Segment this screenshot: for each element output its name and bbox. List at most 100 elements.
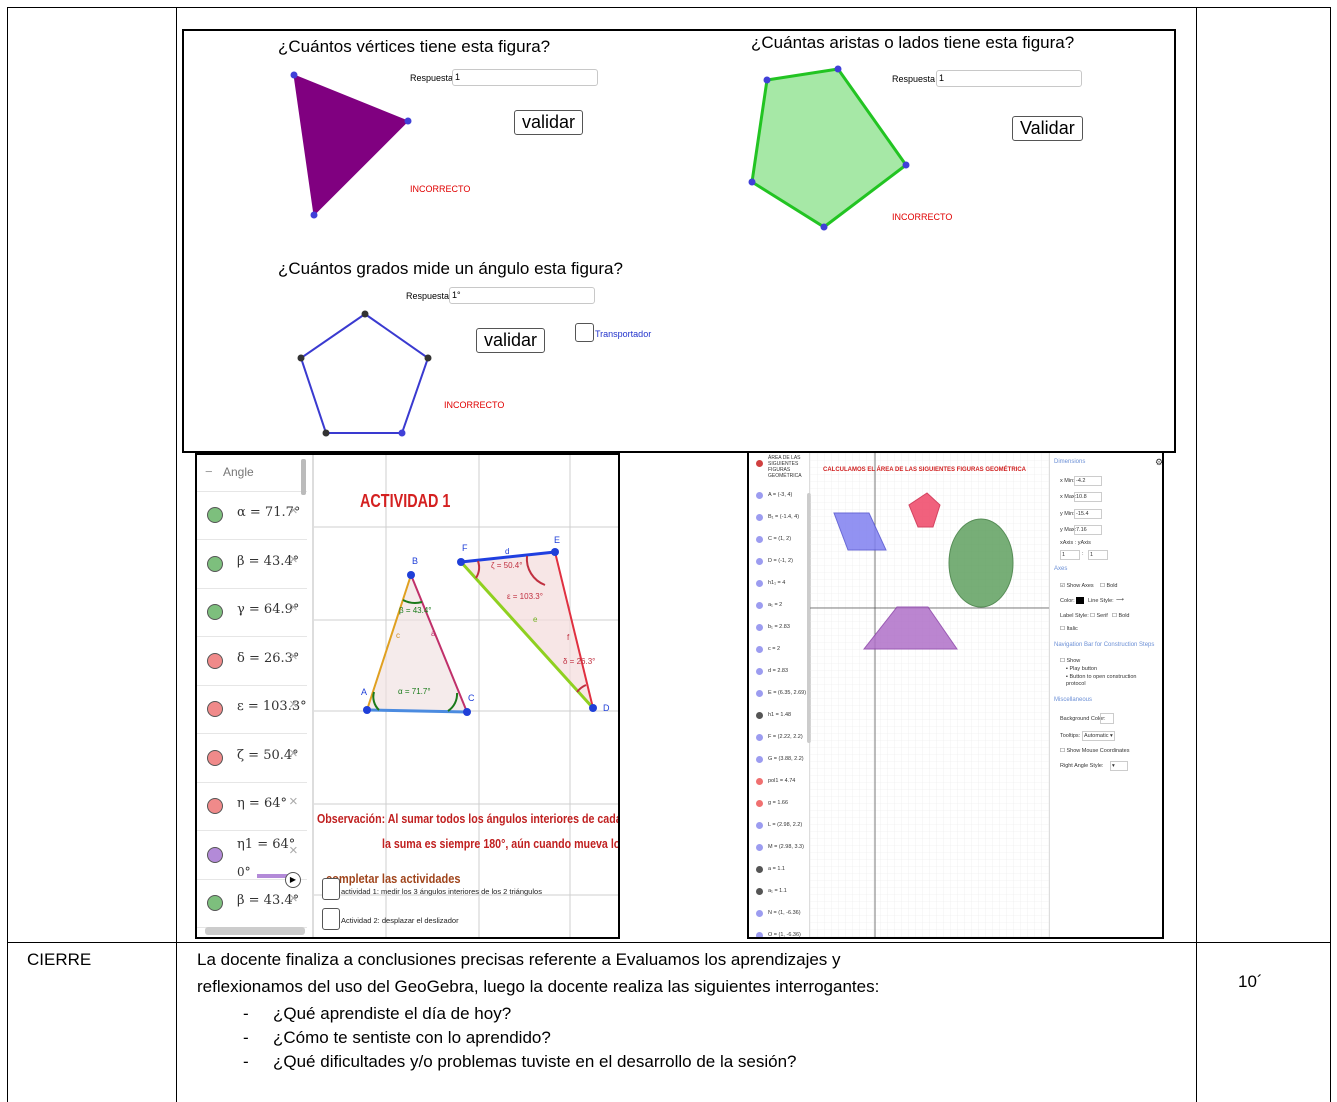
xmin-input[interactable]: -4.2 [1074, 476, 1102, 486]
answer-input-3[interactable]: 1° [449, 287, 595, 304]
algebra-angle-row[interactable]: η1 = 64° × [197, 831, 307, 880]
delete-icon[interactable]: × [289, 841, 298, 859]
show-mouse-checkbox[interactable]: ☐ Show Mouse Coordinates [1060, 748, 1130, 754]
algebra-object[interactable]: pol1 = 4.74 [768, 778, 796, 784]
visibility-toggle-icon[interactable] [207, 701, 223, 717]
color-swatch[interactable] [1076, 597, 1084, 604]
settings-gear-icon[interactable]: ⚙ [1155, 457, 1164, 467]
algebra-angle-row[interactable]: δ = 26.3° × [197, 637, 307, 686]
algebra-object[interactable]: b₁ = 2.83 [768, 624, 790, 630]
delete-icon[interactable]: × [289, 744, 298, 762]
bg-color-swatch[interactable] [1100, 713, 1114, 724]
algebra-object[interactable]: a = 1.1 [768, 866, 785, 872]
object-visibility-icon[interactable] [756, 822, 763, 829]
algebra-object[interactable]: a₁ = 2 [768, 602, 783, 608]
object-visibility-icon[interactable] [756, 866, 763, 873]
object-visibility-icon[interactable] [756, 492, 763, 499]
visibility-toggle-icon[interactable] [207, 749, 223, 766]
visibility-toggle-icon[interactable] [207, 895, 223, 911]
algebra-object[interactable]: c = 2 [768, 646, 781, 652]
visibility-toggle-icon[interactable] [207, 846, 223, 863]
answer-input-1[interactable]: 1 [452, 69, 598, 86]
axis-ratio-y[interactable]: 1 [1088, 550, 1108, 560]
object-visibility-icon[interactable] [756, 888, 763, 895]
ymax-input[interactable]: 7.16 [1074, 525, 1102, 535]
slider-track[interactable] [257, 874, 299, 878]
play-icon[interactable]: ▶ [285, 872, 301, 888]
algebra-record-icon[interactable] [756, 460, 763, 467]
object-visibility-icon[interactable] [756, 580, 763, 587]
area-algebra-scrollbar[interactable] [807, 493, 811, 743]
bold-checkbox[interactable]: ☐ Bold [1100, 583, 1118, 589]
algebra-object[interactable]: a₁ = 1.1 [768, 888, 787, 894]
delete-icon[interactable]: × [289, 793, 298, 810]
object-visibility-icon[interactable] [756, 514, 763, 521]
italic-checkbox[interactable]: ☐ Italic [1060, 626, 1078, 632]
algebra-object[interactable]: E = (6.35, 2.69) [768, 690, 807, 696]
object-visibility-icon[interactable] [756, 844, 763, 851]
show-axes-checkbox[interactable]: ☑ Show Axes [1060, 583, 1094, 589]
algebra-angle-row[interactable]: β = 43.4° × [197, 540, 307, 589]
algebra-object[interactable]: B₁ = (-1.4, 4) [768, 514, 800, 520]
open-protocol-checkbox[interactable]: ▪ Button to open construction protocol [1066, 674, 1137, 687]
algebra-object[interactable]: O = (1, -6.36) [768, 932, 801, 938]
algebra-angle-row[interactable]: η = 64° × [197, 782, 307, 831]
object-visibility-icon[interactable] [756, 624, 763, 631]
delete-icon[interactable]: × [289, 599, 298, 616]
algebra-angle-row[interactable]: ζ = 50.4° × [197, 734, 307, 783]
activity1-checkbox[interactable] [322, 878, 340, 900]
visibility-toggle-icon[interactable] [207, 652, 223, 669]
algebra-object[interactable]: d = 2.83 [768, 668, 789, 674]
object-visibility-icon[interactable] [756, 910, 763, 917]
visibility-toggle-icon[interactable] [207, 555, 223, 572]
right-angle-select[interactable]: ▾ [1110, 761, 1128, 771]
object-visibility-icon[interactable] [756, 668, 763, 675]
algebra-object[interactable]: g = 1.66 [768, 800, 789, 806]
activity2-checkbox[interactable] [322, 908, 340, 930]
serif-checkbox[interactable]: ☐ Serif [1090, 613, 1108, 619]
line-style-arrow-icon[interactable]: ⟶ [1116, 597, 1124, 603]
algebra-angle-row[interactable]: α = 71.7° × [197, 491, 307, 540]
visibility-toggle-icon[interactable] [207, 798, 223, 814]
delete-icon[interactable]: × [289, 502, 298, 519]
algebra-object[interactable]: h1₁ = 4 [768, 580, 786, 586]
validate-button-1[interactable]: validar [514, 110, 584, 135]
visibility-toggle-icon[interactable] [207, 507, 223, 523]
delete-icon[interactable]: × [289, 647, 298, 665]
play-button-checkbox[interactable]: ▪ Play button [1066, 666, 1098, 672]
object-visibility-icon[interactable] [756, 690, 763, 697]
object-visibility-icon[interactable] [756, 712, 763, 719]
object-visibility-icon[interactable] [756, 756, 763, 763]
axis-ratio-x[interactable]: 1 [1060, 550, 1080, 560]
algebra-object[interactable]: A = (-3, 4) [768, 492, 793, 498]
show-nav-checkbox[interactable]: ☐ Show [1060, 658, 1081, 664]
algebra-angle-row[interactable]: β = 43.4° × [197, 879, 307, 928]
algebra-object[interactable]: M = (2.98, 3.3) [768, 844, 804, 850]
horizontal-scrollbar[interactable] [205, 927, 305, 935]
algebra-angle-row[interactable]: ε = 103.3° × [197, 685, 307, 734]
tooltips-select[interactable]: Automatic ▾ [1082, 731, 1115, 741]
collapse-icon[interactable]: − [205, 464, 213, 479]
validate-button-2[interactable]: Validar [1012, 116, 1083, 141]
visibility-toggle-icon[interactable] [207, 604, 223, 620]
object-visibility-icon[interactable] [756, 734, 763, 741]
object-visibility-icon[interactable] [756, 778, 763, 785]
delete-icon[interactable]: × [289, 550, 298, 568]
object-visibility-icon[interactable] [756, 536, 763, 543]
algebra-object[interactable]: F = (2.22, 2.2) [768, 734, 803, 740]
algebra-object[interactable]: D = (-1, 2) [768, 558, 793, 564]
algebra-object[interactable]: h1 = 1.48 [768, 712, 792, 718]
algebra-object[interactable]: C = (1, 2) [768, 536, 792, 542]
xmax-input[interactable]: 10.8 [1074, 492, 1102, 502]
algebra-object[interactable]: G = (3.88, 2.2) [768, 756, 804, 762]
algebra-object[interactable]: N = (1, -6.36) [768, 910, 801, 916]
object-visibility-icon[interactable] [756, 800, 763, 807]
object-visibility-icon[interactable] [756, 932, 763, 937]
algebra-angle-row[interactable]: γ = 64.9° × [197, 588, 307, 637]
object-visibility-icon[interactable] [756, 558, 763, 565]
delete-icon[interactable]: × [289, 890, 298, 907]
protractor-checkbox[interactable] [575, 323, 594, 342]
delete-icon[interactable]: × [289, 696, 298, 713]
object-visibility-icon[interactable] [756, 646, 763, 653]
validate-button-3[interactable]: validar [476, 328, 546, 353]
